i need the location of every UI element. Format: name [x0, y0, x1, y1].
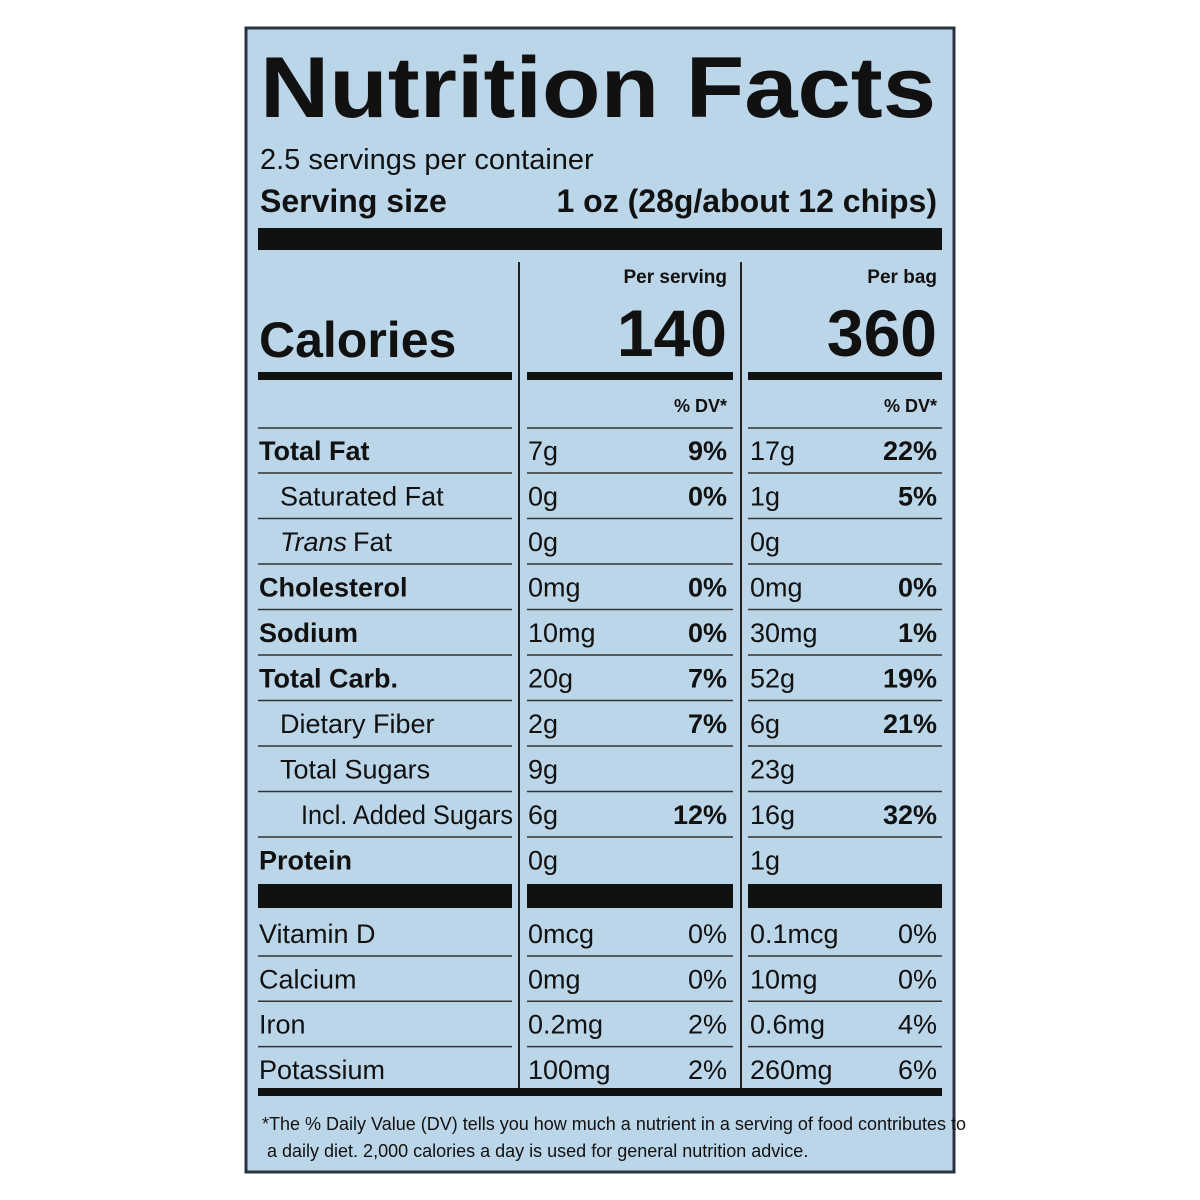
nutrient-name: Sodium: [259, 618, 358, 648]
amount: 6g: [750, 709, 780, 739]
nutrient-name: Total Carb.: [259, 664, 398, 694]
thick-rule: [527, 884, 733, 908]
amount: 10mg: [750, 964, 818, 994]
daily-value: 2%: [688, 1010, 727, 1040]
amount: 0mg: [528, 964, 581, 994]
calories-label: Calories: [259, 312, 456, 368]
servings: 2.5 servings per container: [260, 144, 594, 176]
amount: 0g: [528, 527, 558, 557]
amount: 0g: [750, 527, 780, 557]
bottom-rule: [258, 1088, 942, 1096]
daily-value: 0%: [688, 482, 727, 512]
amount: 10mg: [528, 618, 596, 648]
calories-rule: [748, 372, 942, 380]
nutrient-name: Dietary Fiber: [280, 709, 435, 739]
daily-value: 12%: [673, 800, 727, 830]
nutrient-name: Iron: [259, 1010, 306, 1040]
daily-value: 0%: [898, 573, 937, 603]
daily-value: 1%: [898, 618, 937, 648]
daily-value: 22%: [883, 436, 937, 466]
amount: 0mg: [750, 573, 803, 603]
dv-header: % DV*: [674, 396, 727, 416]
daily-value: 0%: [688, 573, 727, 603]
amount: 1g: [750, 482, 780, 512]
amount: 0mg: [528, 573, 581, 603]
title: Nutrition Facts: [260, 40, 936, 136]
calories-value: 140: [617, 296, 727, 370]
footnote-line: *The % Daily Value (DV) tells you how mu…: [262, 1114, 966, 1134]
nutrient-name: Total Sugars: [280, 755, 430, 785]
serving-size-value: 1 oz (28g/about 12 chips): [556, 183, 937, 219]
daily-value: 0%: [688, 618, 727, 648]
daily-value: 0%: [898, 964, 937, 994]
calories-value: 360: [827, 296, 937, 370]
nutrient-name: Trans Fat: [280, 527, 393, 557]
daily-value: 0%: [898, 919, 937, 949]
amount: 52g: [750, 664, 795, 694]
thick-rule: [258, 228, 942, 250]
footnote-line: a daily diet. 2,000 calories a day is us…: [267, 1141, 808, 1161]
serving-size-label: Serving size: [260, 183, 447, 219]
amount: 0.2mg: [528, 1010, 603, 1040]
nutrient-name: Vitamin D: [259, 919, 376, 949]
column-header: Per serving: [624, 267, 728, 288]
amount: 0g: [528, 846, 558, 876]
thick-rule: [258, 884, 512, 908]
daily-value: 7%: [688, 709, 727, 739]
nutrient-name: Saturated Fat: [280, 482, 444, 512]
nutrient-name-italic: Trans: [280, 527, 347, 557]
amount: 260mg: [750, 1055, 833, 1085]
daily-value: 9%: [688, 436, 727, 466]
amount: 23g: [750, 755, 795, 785]
amount: 0g: [528, 482, 558, 512]
amount: 16g: [750, 800, 795, 830]
calories-rule: [527, 372, 733, 380]
amount: 9g: [528, 755, 558, 785]
amount: 7g: [528, 436, 558, 466]
label-panel: [244, 26, 956, 1174]
thick-rule: [748, 884, 942, 908]
amount: 2g: [528, 709, 558, 739]
daily-value: 32%: [883, 800, 937, 830]
daily-value: 6%: [898, 1055, 937, 1085]
daily-value: 2%: [688, 1055, 727, 1085]
nutrient-name: Protein: [259, 846, 352, 876]
amount: 0.6mg: [750, 1010, 825, 1040]
amount: 1g: [750, 846, 780, 876]
daily-value: 4%: [898, 1010, 937, 1040]
daily-value: 5%: [898, 482, 937, 512]
amount: 6g: [528, 800, 558, 830]
nutrient-name: Cholesterol: [259, 573, 408, 603]
daily-value: 7%: [688, 664, 727, 694]
column-header: Per bag: [867, 267, 937, 288]
calories-rule: [258, 372, 512, 380]
daily-value: 21%: [883, 709, 937, 739]
nutrient-name: Total Fat: [259, 436, 370, 466]
daily-value: 0%: [688, 919, 727, 949]
amount: 0.1mcg: [750, 919, 839, 949]
nutrient-name: Fat: [353, 527, 393, 557]
nutrient-name: Incl. Added Sugars: [301, 800, 513, 830]
amount: 17g: [750, 436, 795, 466]
amount: 100mg: [528, 1055, 611, 1085]
daily-value: 0%: [688, 964, 727, 994]
amount: 20g: [528, 664, 573, 694]
daily-value: 19%: [883, 664, 937, 694]
amount: 30mg: [750, 618, 818, 648]
nutrient-name: Calcium: [259, 964, 357, 994]
amount: 0mcg: [528, 919, 594, 949]
nutrient-name: Potassium: [259, 1055, 385, 1085]
dv-header: % DV*: [884, 396, 937, 416]
